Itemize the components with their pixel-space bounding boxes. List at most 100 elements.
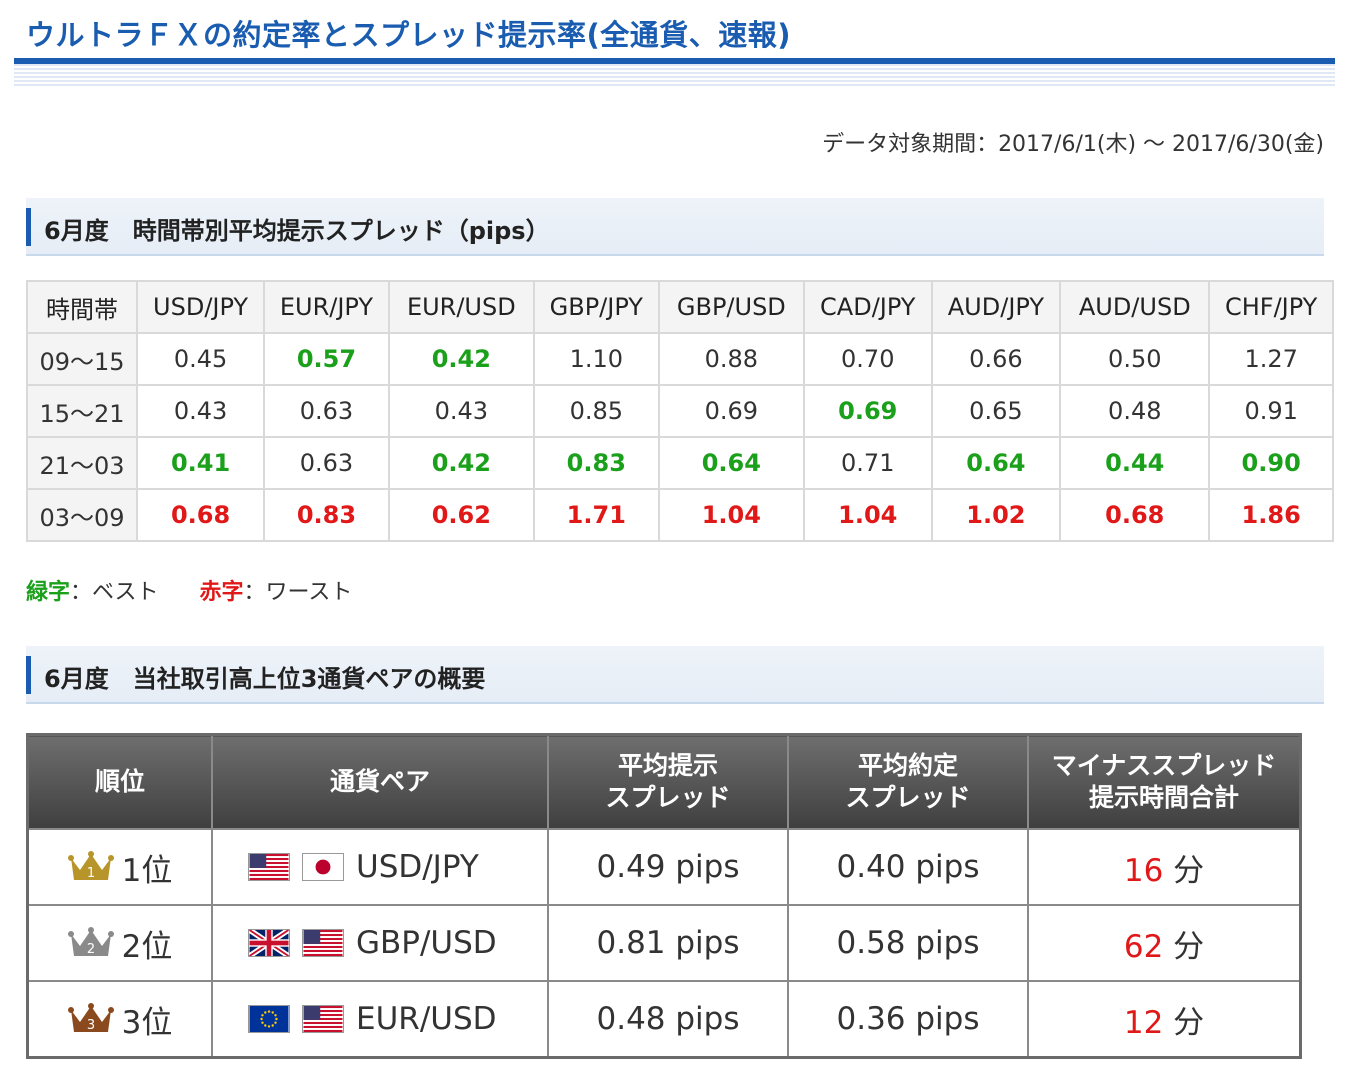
table-row: 09〜15 0.45 0.57 0.42 1.10 0.88 0.70 0.66…: [26, 332, 1334, 386]
eu-flag-icon: [248, 1005, 290, 1033]
row-label: 09〜15: [26, 332, 138, 386]
section-title: 6月度 当社取引高上位3通貨ペアの概要: [44, 665, 486, 693]
cell: 1.10: [532, 332, 660, 386]
cell-best: 0.44: [1059, 436, 1211, 490]
col-header-rank: 順位: [26, 733, 213, 830]
section-title: 6月度 時間帯別平均提示スプレッド（pips）: [44, 217, 550, 245]
cell: 0.63: [263, 384, 390, 438]
minus-spread-time-cell: 12 分: [1027, 980, 1302, 1059]
minutes-unit: 分: [1173, 928, 1205, 965]
section-accent-bar: [26, 208, 31, 246]
cell-worst: 1.71: [532, 488, 660, 542]
cell-best: 0.64: [930, 436, 1062, 490]
cell-worst: 0.68: [1059, 488, 1211, 542]
table-row: 3 3位: [26, 980, 1302, 1059]
cell: 1.27: [1208, 332, 1334, 386]
svg-text:1: 1: [86, 866, 94, 881]
rank-label: 1位: [121, 852, 173, 889]
cell: 0.50: [1059, 332, 1211, 386]
cell-worst: 0.83: [263, 488, 390, 542]
cell: 0.63: [263, 436, 390, 490]
cell: 0.48: [1059, 384, 1211, 438]
table-header-row: 順位 通貨ペア 平均提示 スプレッド 平均約定 スプレッド マイナススプレッド …: [26, 733, 1302, 830]
minutes-unit: 分: [1173, 852, 1205, 889]
col-header-minus-spread-time: マイナススプレッド 提示時間合計: [1027, 733, 1302, 830]
row-label: 03〜09: [26, 488, 138, 542]
table-row: 15〜21 0.43 0.63 0.43 0.85 0.69 0.69 0.65…: [26, 384, 1334, 438]
cell-worst: 1.86: [1208, 488, 1334, 542]
col-header-time: 時間帯: [26, 280, 138, 334]
section-header-spread: 6月度 時間帯別平均提示スプレッド（pips）: [26, 198, 1324, 256]
cell-best: 0.64: [657, 436, 805, 490]
data-period: データ対象期間：2017/6/1(木) 〜 2017/6/30(金): [822, 132, 1324, 157]
rank-cell: 1 1位: [26, 828, 213, 906]
crown-gold-icon: 1: [67, 851, 114, 881]
cell: 0.43: [387, 384, 535, 438]
us-flag-icon: [302, 929, 344, 957]
header-line: 提示時間合計: [1088, 783, 1239, 812]
pair-cell: EUR/USD: [211, 980, 549, 1059]
cell-worst: 1.04: [657, 488, 805, 542]
crown-bronze-icon: 3: [67, 1003, 114, 1033]
row-label: 15〜21: [26, 384, 138, 438]
minus-spread-time-cell: 62 分: [1027, 904, 1302, 982]
legend-worst-label: 赤字: [199, 580, 244, 605]
cell-best: 0.83: [532, 436, 660, 490]
us-flag-icon: [302, 1005, 344, 1033]
table-row: 03〜09 0.68 0.83 0.62 1.71 1.04 1.04 1.02…: [26, 488, 1334, 542]
legend-best-label: 緑字: [26, 580, 71, 605]
rank-cell: 3 3位: [26, 980, 213, 1059]
cell-worst: 1.02: [930, 488, 1062, 542]
jp-flag-icon: [302, 853, 344, 881]
cell-best: 0.41: [135, 436, 266, 490]
cell-worst: 1.04: [802, 488, 933, 542]
table-row: 2 2位: [26, 904, 1302, 982]
spread-table: 時間帯 USD/JPY EUR/JPY EUR/USD GBP/JPY GBP/…: [26, 280, 1334, 542]
pair-label: EUR/USD: [356, 1001, 497, 1037]
rank-label: 2位: [121, 928, 173, 965]
title-stripes: [14, 64, 1335, 86]
col-header: AUD/USD: [1059, 280, 1211, 334]
cell-best: 0.57: [263, 332, 390, 386]
cell: 0.65: [930, 384, 1062, 438]
header-line: スプレッド: [845, 783, 971, 812]
legend-worst-text: ：ワースト: [243, 580, 353, 605]
cell-best: 0.69: [802, 384, 933, 438]
cell: 0.91: [1208, 384, 1334, 438]
header-line: 平均提示: [617, 750, 718, 780]
uk-flag-icon: [248, 929, 290, 957]
table-row: 1 1位: [26, 828, 1302, 906]
legend-best-text: ：ベスト: [70, 580, 159, 605]
col-header: CAD/JPY: [802, 280, 933, 334]
section-header-top3: 6月度 当社取引高上位3通貨ペアの概要: [26, 646, 1324, 704]
cell: 0.85: [532, 384, 660, 438]
avg-spread-cell: 0.81 pips: [547, 904, 789, 982]
col-header-avg-exec: 平均約定 スプレッド: [787, 733, 1029, 830]
header-line: 平均約定: [857, 750, 958, 780]
top3-table: 順位 通貨ペア 平均提示 スプレッド 平均約定 スプレッド マイナススプレッド …: [26, 733, 1302, 1059]
cell: 0.69: [657, 384, 805, 438]
col-header: GBP/USD: [657, 280, 805, 334]
minutes-value: 62: [1123, 928, 1164, 965]
cell: 0.66: [930, 332, 1062, 386]
header-line: スプレッド: [605, 783, 731, 812]
cell-best: 0.42: [387, 436, 535, 490]
table-row: 21〜03 0.41 0.63 0.42 0.83 0.64 0.71 0.64…: [26, 436, 1334, 490]
cell: 0.70: [802, 332, 933, 386]
col-header: GBP/JPY: [532, 280, 660, 334]
col-header: CHF/JPY: [1208, 280, 1334, 334]
cell: 0.71: [802, 436, 933, 490]
cell-worst: 0.62: [387, 488, 535, 542]
minutes-value: 16: [1123, 852, 1164, 889]
minutes-value: 12: [1123, 1004, 1164, 1041]
color-legend: 緑字：ベスト 赤字：ワースト: [26, 574, 352, 606]
col-header: AUD/JPY: [930, 280, 1062, 334]
pair-label: USD/JPY: [356, 849, 479, 885]
avg-spread-cell: 0.48 pips: [547, 980, 789, 1059]
col-header: USD/JPY: [135, 280, 266, 334]
pair-cell: GBP/USD: [211, 904, 549, 982]
svg-text:3: 3: [86, 1018, 94, 1033]
cell: 0.43: [135, 384, 266, 438]
pair-cell: USD/JPY: [211, 828, 549, 906]
minutes-unit: 分: [1173, 1004, 1205, 1041]
